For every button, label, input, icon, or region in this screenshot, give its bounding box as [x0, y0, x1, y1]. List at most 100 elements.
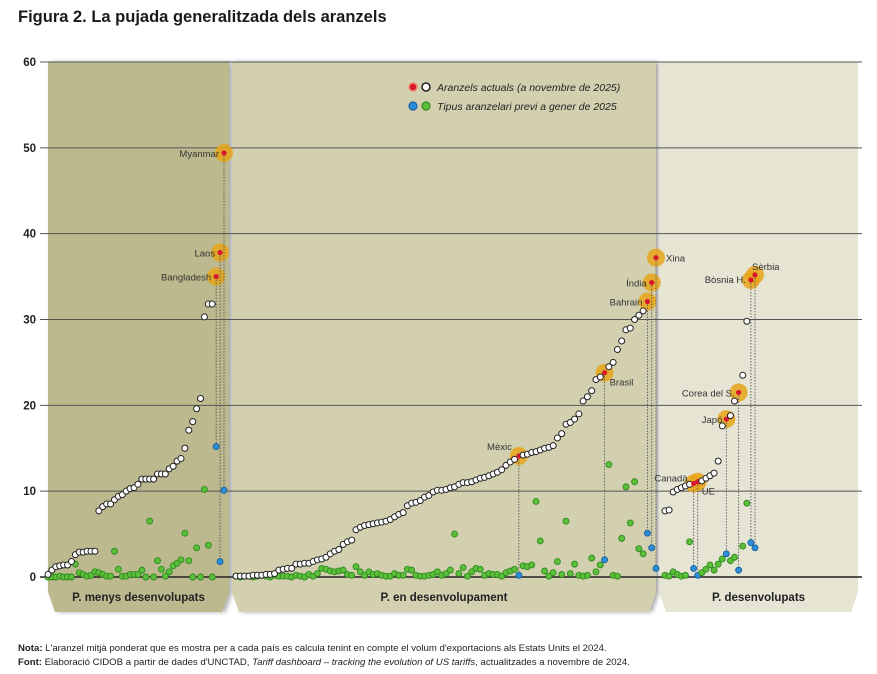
- current-point: [335, 546, 343, 554]
- current-point: [498, 466, 506, 474]
- previous-point: [161, 572, 169, 580]
- current-point: [549, 442, 557, 450]
- group-marks: Canadà UE Japó Corea del S. Bòsnia H. Sèrbia: [654, 262, 780, 580]
- previous-point: [718, 555, 726, 563]
- previous-point: [665, 572, 673, 580]
- previous-point: [138, 566, 146, 574]
- previous-point: [710, 566, 718, 574]
- previous-point: [134, 570, 142, 578]
- previous-point: [549, 569, 557, 577]
- previous-point: [702, 565, 710, 573]
- previous-point: [185, 557, 193, 565]
- previous-point: [592, 568, 600, 576]
- group-marks: Bangladesh Laos Myanmar: [44, 143, 233, 581]
- current-point: [613, 346, 621, 354]
- note-line: Nota: L'aranzel mitjà ponderat que es mo…: [18, 643, 607, 654]
- previous-point: [142, 573, 150, 581]
- previous-point: [446, 566, 454, 574]
- previous-point: [528, 561, 536, 569]
- previous-point-highlight: [690, 564, 698, 572]
- country-label: Canadà: [654, 473, 688, 484]
- current-point-highlight: [736, 389, 742, 396]
- current-point: [583, 393, 591, 401]
- figure-title: Figura 2. La pujada generalitzada dels a…: [18, 8, 387, 26]
- country-label: Bangladesh: [161, 273, 211, 284]
- group-label: P. en desenvolupament: [381, 592, 508, 604]
- source-line: Font: Elaboració CIDOB a partir de dades…: [18, 657, 630, 668]
- previous-point: [204, 541, 212, 549]
- y-tick-label: 60: [23, 57, 36, 69]
- previous-point-highlight: [747, 539, 755, 547]
- current-point: [197, 394, 205, 402]
- y-tick-label: 30: [23, 315, 36, 327]
- current-point: [631, 316, 639, 323]
- previous-point: [613, 572, 621, 580]
- previous-point: [177, 556, 185, 564]
- current-point: [718, 422, 726, 430]
- previous-point-highlight: [212, 443, 220, 450]
- previous-point: [532, 498, 540, 505]
- country-label: Corea del S.: [682, 388, 735, 399]
- current-point-highlight: [644, 298, 651, 305]
- current-point: [731, 397, 739, 405]
- previous-point: [68, 573, 75, 581]
- country-label: UE: [702, 487, 715, 498]
- previous-point: [352, 563, 360, 571]
- current-point: [95, 507, 103, 515]
- current-point: [185, 426, 193, 434]
- current-point: [739, 371, 747, 379]
- previous-point: [618, 534, 626, 542]
- current-point: [639, 307, 647, 315]
- previous-point: [451, 530, 459, 538]
- source-label: Font:: [18, 657, 42, 668]
- current-point-highlight: [752, 272, 758, 278]
- country-label: Sèrbia: [752, 262, 780, 273]
- previous-point-highlight: [601, 556, 609, 564]
- current-point: [726, 412, 734, 420]
- group-label: P. menys desenvolupats: [72, 592, 205, 604]
- legend-previous-label: Tipus aranzelari previ a gener de 2025: [437, 101, 617, 113]
- y-tick-label: 10: [23, 486, 36, 498]
- current-point: [553, 434, 561, 442]
- previous-point: [596, 561, 604, 569]
- current-point: [596, 373, 604, 381]
- previous-point: [583, 571, 591, 579]
- previous-point: [558, 570, 566, 578]
- panel-2: [659, 62, 858, 612]
- current-point: [635, 311, 643, 319]
- previous-point: [181, 529, 189, 537]
- previous-point: [682, 571, 689, 579]
- current-point: [558, 430, 566, 438]
- current-point: [348, 536, 356, 544]
- country-label: Myanmar: [179, 149, 219, 160]
- legend-current-label: Aranzels actuals (a novembre de 2025): [436, 82, 620, 94]
- country-label: Laos: [194, 249, 215, 260]
- previous-point: [189, 573, 197, 581]
- previous-point: [476, 565, 484, 573]
- current-point: [44, 570, 52, 578]
- previous-point: [463, 572, 471, 580]
- previous-point: [197, 573, 204, 581]
- previous-point: [150, 573, 158, 581]
- previous-point: [714, 560, 722, 568]
- previous-point: [313, 570, 321, 578]
- previous-point: [631, 478, 639, 486]
- y-tick-label: 50: [23, 143, 36, 155]
- current-point: [714, 457, 722, 465]
- current-point: [169, 462, 177, 470]
- previous-point: [459, 564, 467, 572]
- current-point: [181, 444, 189, 452]
- current-point: [177, 455, 185, 463]
- previous-point-highlight: [648, 544, 656, 552]
- previous-point: [114, 565, 122, 573]
- country-label: Xina: [666, 254, 686, 265]
- country-label: Bòsnia H.: [705, 275, 746, 286]
- previous-point: [731, 553, 738, 561]
- previous-point-highlight: [216, 558, 224, 565]
- current-point: [665, 506, 673, 514]
- previous-point: [739, 542, 747, 550]
- previous-point-highlight: [220, 486, 228, 494]
- current-point: [743, 317, 751, 325]
